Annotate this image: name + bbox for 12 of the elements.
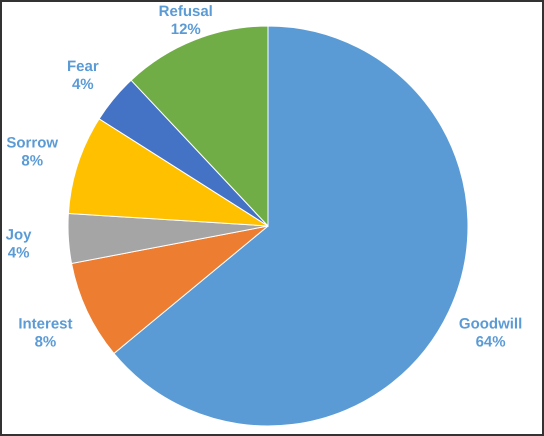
data-label: 4% xyxy=(8,244,30,262)
slice-label: Goodwill xyxy=(458,316,522,333)
slice-label: Refusal xyxy=(158,3,213,20)
slice-label: Joy xyxy=(6,226,32,244)
slice-label: Sorrow xyxy=(6,134,58,152)
data-label: 12% xyxy=(170,21,201,38)
data-label: 4% xyxy=(72,76,94,93)
data-label: 64% xyxy=(476,334,506,351)
slice-label: Fear xyxy=(66,58,99,75)
data-label: 8% xyxy=(34,334,56,351)
data-label: 8% xyxy=(21,152,44,170)
slice-label: Interest xyxy=(18,316,73,333)
